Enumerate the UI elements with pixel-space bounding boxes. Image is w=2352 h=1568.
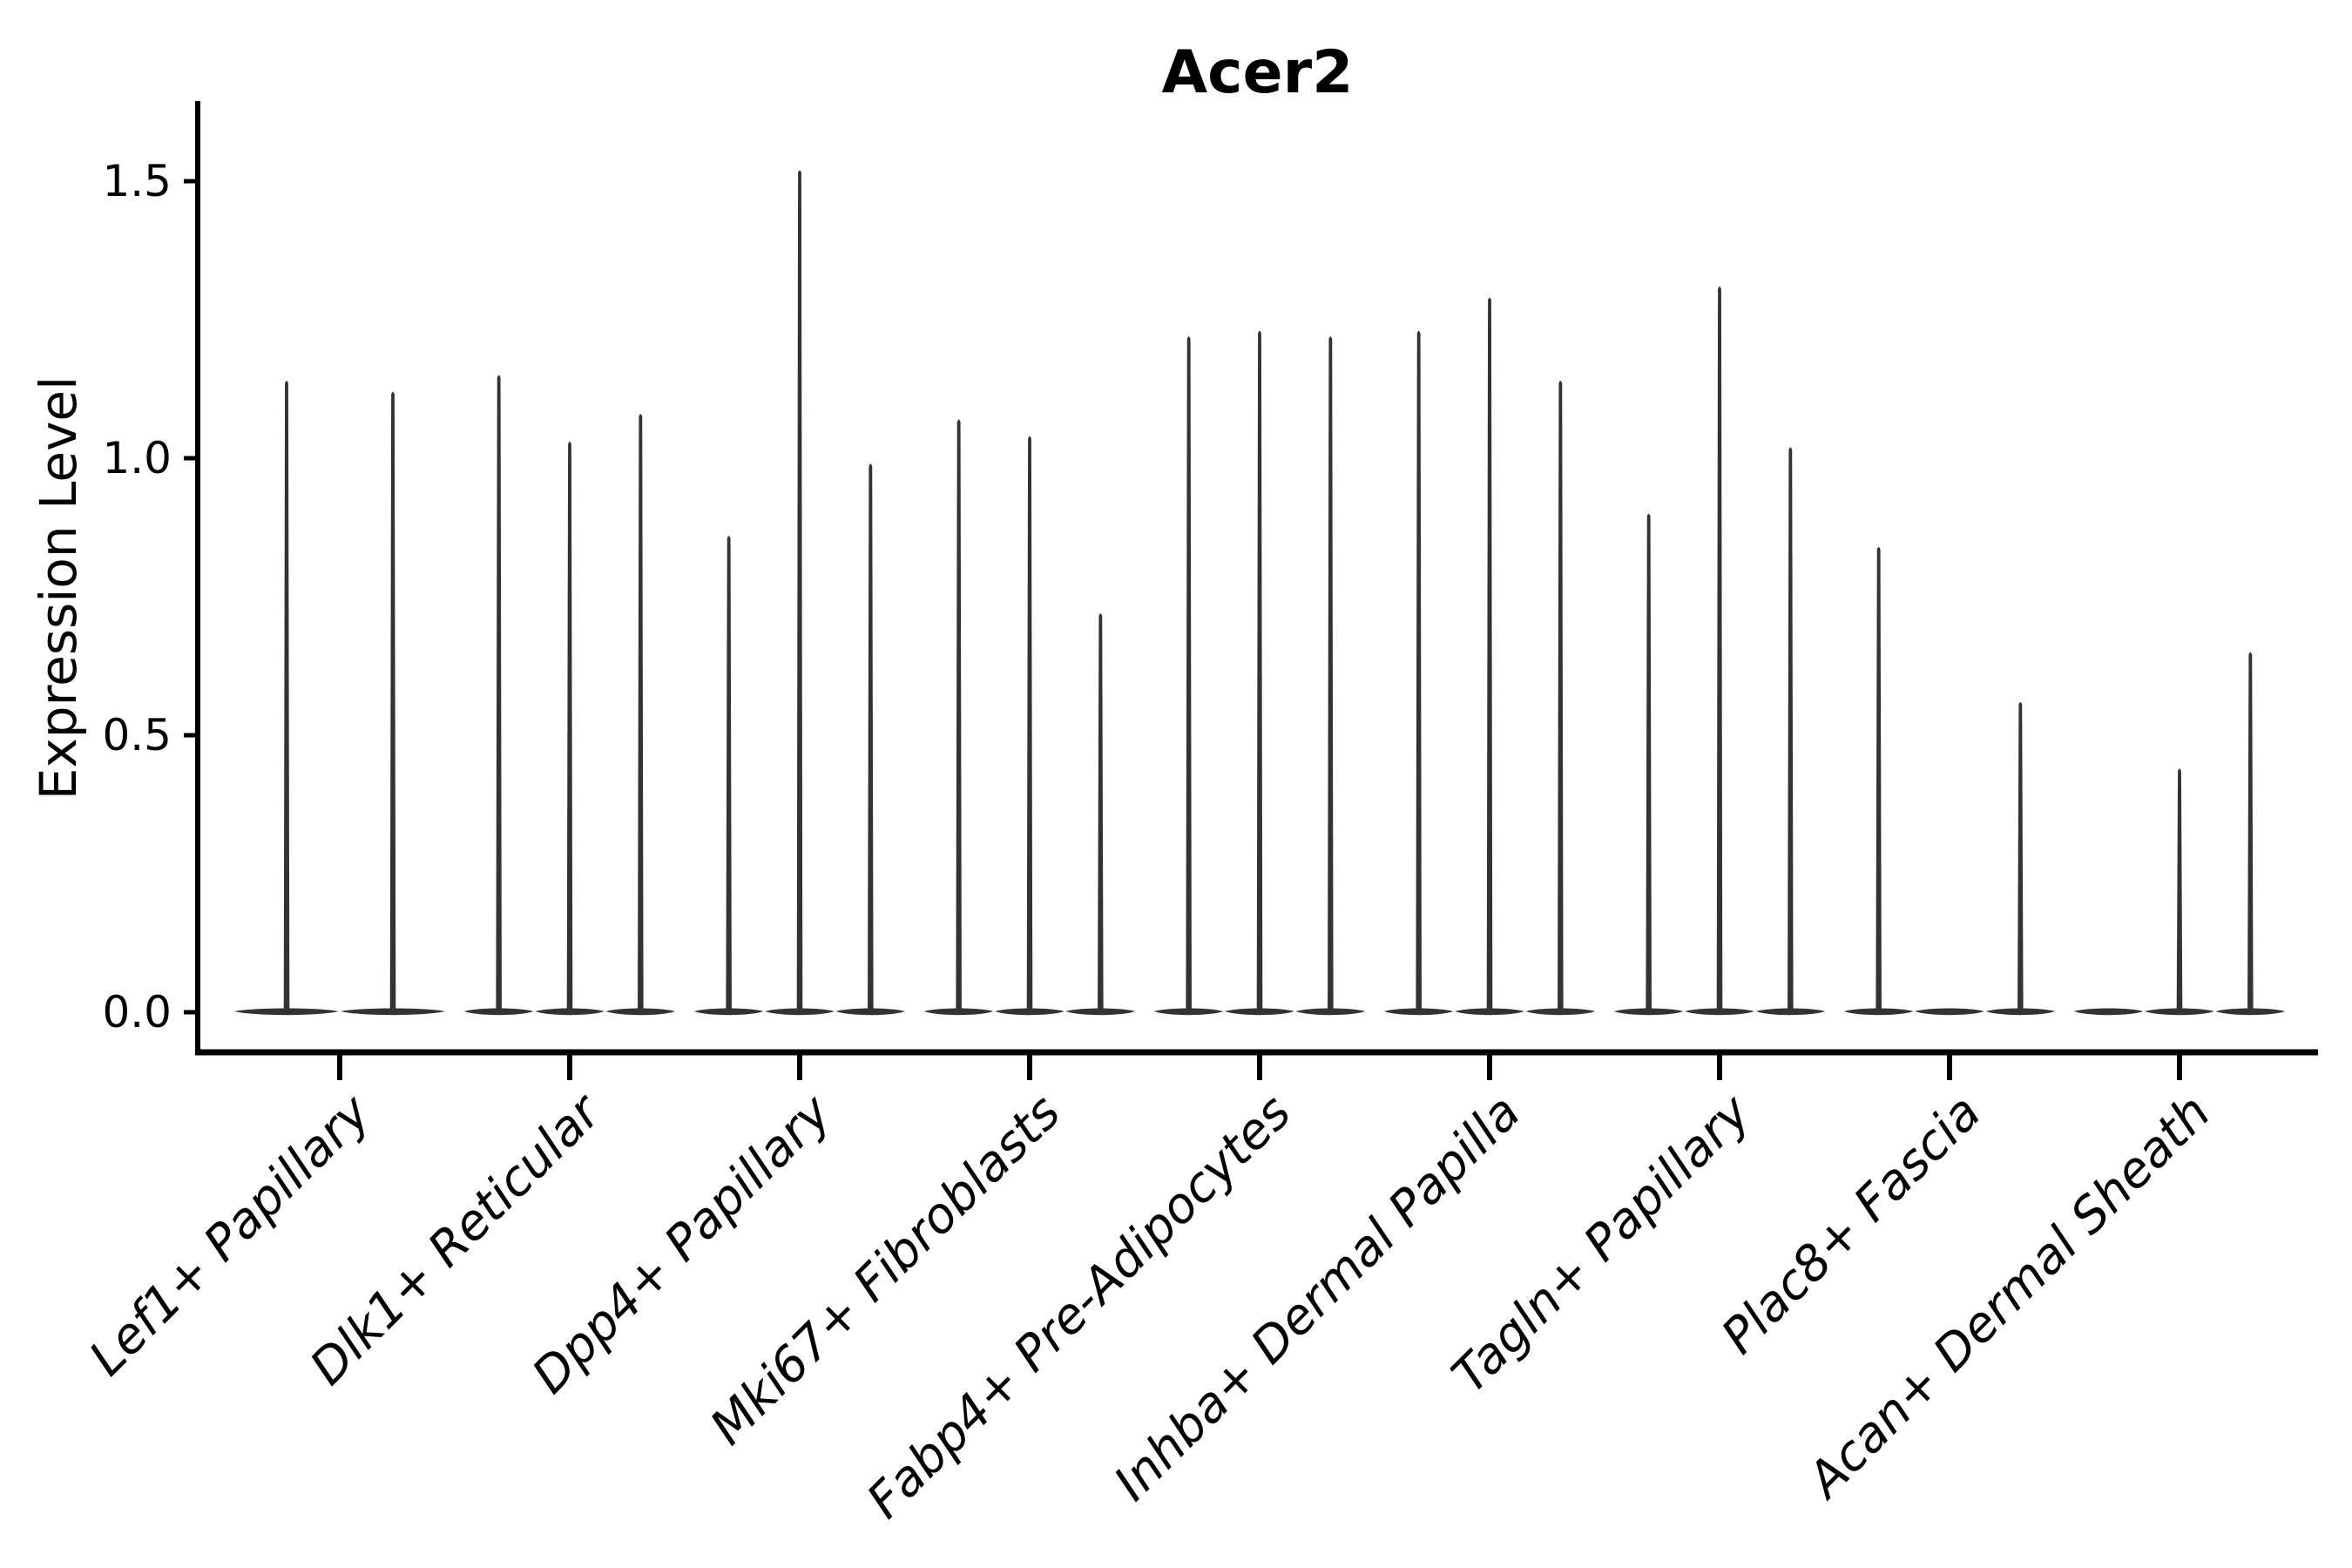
violin-spike — [1646, 513, 1652, 1012]
y-tick-label: 0.5 — [102, 710, 172, 760]
violin-spike — [1186, 336, 1192, 1012]
violin-spike — [2247, 652, 2254, 1012]
violin-spike — [638, 414, 644, 1012]
violin-spike — [796, 170, 803, 1013]
violin-body — [2074, 1008, 2144, 1016]
violin-spike — [1486, 297, 1493, 1012]
violin-spike — [1876, 546, 1882, 1012]
violin-spike — [1558, 381, 1564, 1012]
violin-spike — [726, 536, 732, 1012]
y-tick-label: 1.5 — [102, 156, 172, 206]
violin-spike — [283, 381, 290, 1012]
violin-spike — [1098, 613, 1104, 1012]
violin-spike — [1716, 287, 1723, 1012]
y-tick-label: 0.0 — [102, 987, 172, 1037]
violin-spike — [1788, 447, 1794, 1012]
violin-spike — [1026, 436, 1033, 1012]
violin-spike — [956, 419, 962, 1012]
violin-spike — [868, 463, 874, 1012]
violin-spike — [496, 375, 502, 1012]
plot-title: Acer2 — [1161, 38, 1354, 107]
violin-spike — [1328, 336, 1334, 1012]
violin-body — [1915, 1008, 1984, 1016]
y-tick-label: 1.0 — [102, 433, 172, 483]
violin-spike — [1256, 330, 1263, 1012]
violin-spike — [566, 442, 573, 1012]
violin-spike — [2176, 768, 2183, 1012]
violin-spike — [389, 391, 396, 1012]
violin-spike — [2017, 702, 2024, 1012]
violin-spike — [1416, 330, 1422, 1012]
